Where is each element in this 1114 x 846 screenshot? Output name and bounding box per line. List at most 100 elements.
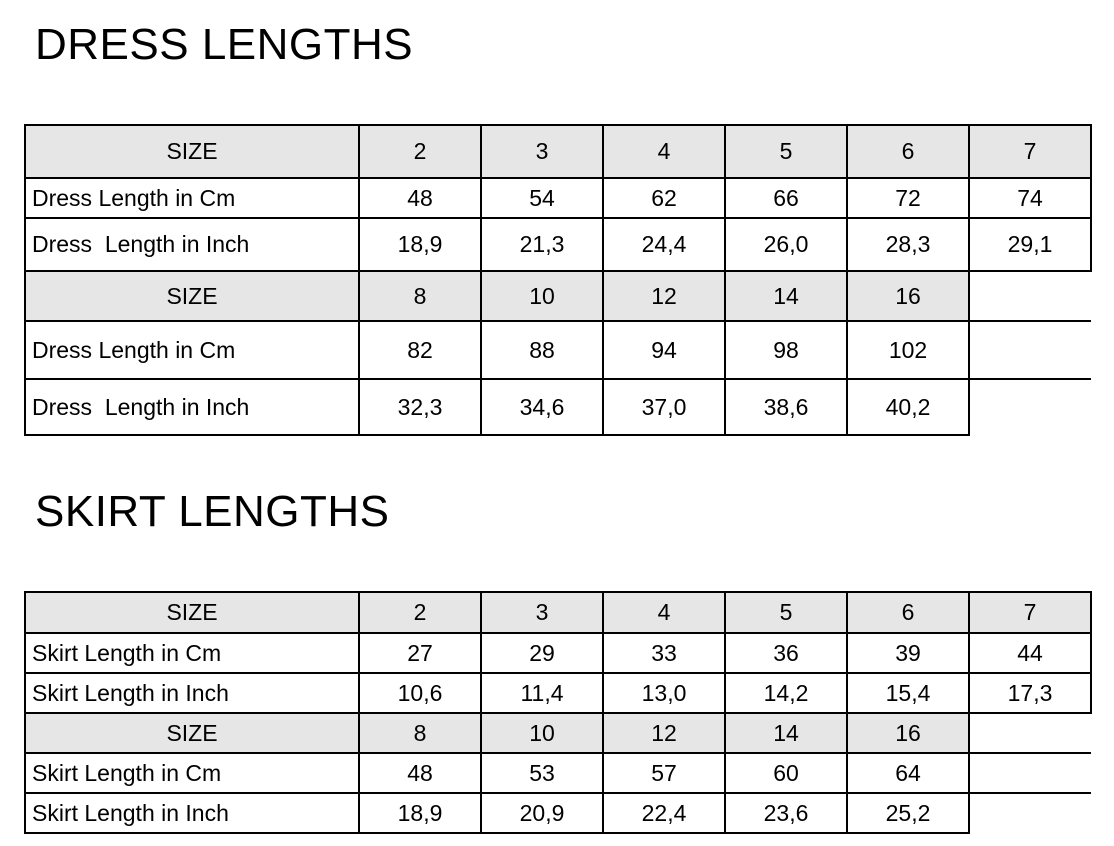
table-row: Skirt Length in Inch 10,6 11,4 13,0 14,2 15,4… <box>24 672 1092 714</box>
size-cell: 8 <box>358 712 482 754</box>
row-label: SIZE <box>24 270 360 322</box>
value-cell: 20,9 <box>480 792 604 834</box>
size-cell: 10 <box>480 712 604 754</box>
value-cell: 21,3 <box>480 217 604 272</box>
skirt-lengths-title: SKIRT LENGTHS <box>35 487 390 536</box>
size-cell: 16 <box>846 712 970 754</box>
value-cell: 10,6 <box>358 672 482 714</box>
value-cell: 62 <box>602 177 726 219</box>
row-label: Skirt Length in Cm <box>24 632 360 674</box>
value-cell: 23,6 <box>724 792 848 834</box>
row-label: Dress Length in Cm <box>24 177 360 219</box>
row-label: SIZE <box>24 591 360 634</box>
empty-cell <box>968 320 1091 379</box>
value-cell: 94 <box>602 320 726 380</box>
value-cell: 64 <box>846 752 970 794</box>
value-cell: 53 <box>480 752 604 794</box>
value-cell: 18,9 <box>358 217 482 272</box>
value-cell: 37,0 <box>602 378 726 436</box>
value-cell: 33 <box>602 632 726 674</box>
size-cell: 5 <box>724 591 848 634</box>
dress-lengths-table: SIZE 2 3 4 5 6 7 Dress Length in Cm 48 54 62 66 72 74… <box>24 124 1092 436</box>
size-cell: 3 <box>480 591 604 634</box>
row-label: SIZE <box>24 124 360 179</box>
size-cell: 4 <box>602 124 726 179</box>
row-label: Skirt Length in Inch <box>24 672 360 714</box>
table-row: Skirt Length in Cm 48 53 57 60 64 <box>24 752 1091 794</box>
value-cell: 24,4 <box>602 217 726 272</box>
value-cell: 25,2 <box>846 792 970 834</box>
value-cell: 57 <box>602 752 726 794</box>
size-cell: 7 <box>968 591 1092 634</box>
value-cell: 29 <box>480 632 604 674</box>
dress-lengths-title: DRESS LENGTHS <box>35 20 414 69</box>
row-label: Dress Length in Inch <box>24 217 360 272</box>
value-cell: 44 <box>968 632 1092 674</box>
size-cell: 2 <box>358 591 482 634</box>
row-label: Skirt Length in Inch <box>24 792 360 834</box>
row-label: Dress Length in Inch <box>24 378 360 436</box>
size-cell: 12 <box>602 270 726 322</box>
value-cell: 48 <box>358 177 482 219</box>
value-cell: 28,3 <box>846 217 970 272</box>
value-cell: 34,6 <box>480 378 604 436</box>
size-cell: 8 <box>358 270 482 322</box>
table-row: Skirt Length in Cm 27 29 33 36 39 44 <box>24 632 1092 674</box>
table-row: Dress Length in Cm 82 88 94 98 102 <box>24 320 1091 380</box>
value-cell: 26,0 <box>724 217 848 272</box>
size-cell: 5 <box>724 124 848 179</box>
value-cell: 72 <box>846 177 970 219</box>
value-cell: 14,2 <box>724 672 848 714</box>
size-cell: 14 <box>724 712 848 754</box>
value-cell: 88 <box>480 320 604 380</box>
empty-cell <box>968 378 1091 435</box>
size-cell: 7 <box>968 124 1092 179</box>
value-cell: 38,6 <box>724 378 848 436</box>
size-cell: 6 <box>846 124 970 179</box>
table-row: Skirt Length in Inch 18,9 20,9 22,4 23,6 25,2 <box>24 792 1091 834</box>
empty-cell <box>968 752 1091 793</box>
value-cell: 18,9 <box>358 792 482 834</box>
table-row: Dress Length in Inch 18,9 21,3 24,4 26,0 28,3… <box>24 217 1092 272</box>
empty-cell <box>968 270 1091 321</box>
value-cell: 15,4 <box>846 672 970 714</box>
value-cell: 17,3 <box>968 672 1092 714</box>
value-cell: 98 <box>724 320 848 380</box>
size-cell: 16 <box>846 270 970 322</box>
table-row: Dress Length in Inch 32,3 34,6 37,0 38,6 40,2 <box>24 378 1091 436</box>
size-cell: 4 <box>602 591 726 634</box>
empty-cell <box>968 712 1091 753</box>
size-cell: 2 <box>358 124 482 179</box>
size-header-row: SIZE 8 10 12 14 16 <box>24 712 1091 754</box>
value-cell: 40,2 <box>846 378 970 436</box>
size-cell: 3 <box>480 124 604 179</box>
size-header-row: SIZE 2 3 4 5 6 7 <box>24 124 1092 179</box>
value-cell: 32,3 <box>358 378 482 436</box>
value-cell: 66 <box>724 177 848 219</box>
size-cell: 14 <box>724 270 848 322</box>
value-cell: 11,4 <box>480 672 604 714</box>
value-cell: 102 <box>846 320 970 380</box>
skirt-lengths-table: SIZE 2 3 4 5 6 7 Skirt Length in Cm 27 29 33 36 39 44… <box>24 591 1092 834</box>
empty-cell <box>968 792 1091 833</box>
value-cell: 54 <box>480 177 604 219</box>
row-label: SIZE <box>24 712 360 754</box>
value-cell: 13,0 <box>602 672 726 714</box>
row-label: Skirt Length in Cm <box>24 752 360 794</box>
size-cell: 6 <box>846 591 970 634</box>
row-label: Dress Length in Cm <box>24 320 360 380</box>
value-cell: 74 <box>968 177 1092 219</box>
value-cell: 29,1 <box>968 217 1092 272</box>
table-row: Dress Length in Cm 48 54 62 66 72 74 <box>24 177 1092 219</box>
size-cell: 10 <box>480 270 604 322</box>
value-cell: 36 <box>724 632 848 674</box>
value-cell: 39 <box>846 632 970 674</box>
value-cell: 82 <box>358 320 482 380</box>
value-cell: 48 <box>358 752 482 794</box>
size-header-row: SIZE 8 10 12 14 16 <box>24 270 1091 322</box>
size-header-row: SIZE 2 3 4 5 6 7 <box>24 591 1092 634</box>
size-cell: 12 <box>602 712 726 754</box>
value-cell: 60 <box>724 752 848 794</box>
value-cell: 22,4 <box>602 792 726 834</box>
value-cell: 27 <box>358 632 482 674</box>
